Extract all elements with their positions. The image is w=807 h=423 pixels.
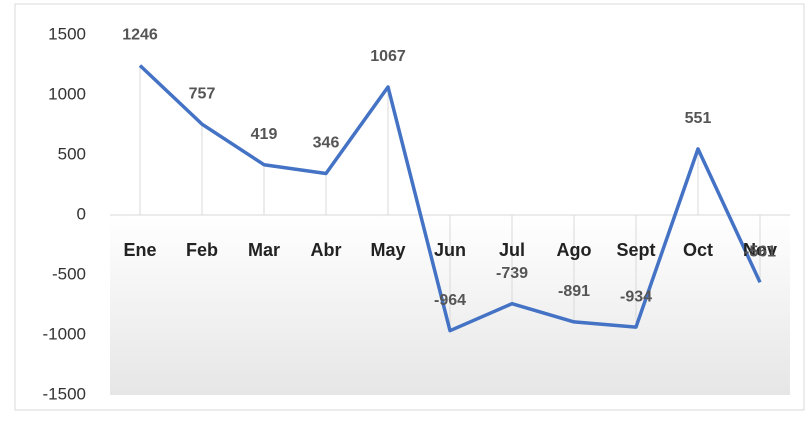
x-tick-label: Nov [743,240,777,260]
x-tick-label: May [370,240,405,260]
data-label: -964 [434,292,466,309]
x-tick-label: Jul [499,240,525,260]
x-tick-label: Feb [186,240,218,260]
data-line [138,64,762,333]
x-tick-label: Sept [616,240,655,260]
data-label: 1067 [370,48,406,65]
y-tick-label: -1500 [43,384,86,403]
data-label: 551 [685,110,712,127]
data-label: 419 [251,126,278,143]
data-label: -561 [744,244,776,261]
y-tick-label: 500 [58,144,86,163]
chart-border [14,3,805,411]
x-tick-label: Oct [683,240,713,260]
x-tick-label: Ago [557,240,592,260]
x-tick-label: Jun [434,240,466,260]
data-label: 1246 [122,27,158,44]
y-tick-label: 1500 [48,24,86,43]
y-tick-label: 0 [77,204,86,223]
data-label: 346 [313,135,340,152]
x-tick-label: Ene [123,240,156,260]
x-tick-label: Abr [311,240,342,260]
data-label: -891 [558,283,590,300]
data-label: -934 [620,288,652,305]
y-tick-label: -500 [52,264,86,283]
data-label: 757 [189,85,216,102]
data-label: -739 [496,265,528,282]
y-tick-label: 1000 [48,84,86,103]
x-tick-label: Mar [248,240,280,260]
y-tick-label: -1000 [43,324,86,343]
